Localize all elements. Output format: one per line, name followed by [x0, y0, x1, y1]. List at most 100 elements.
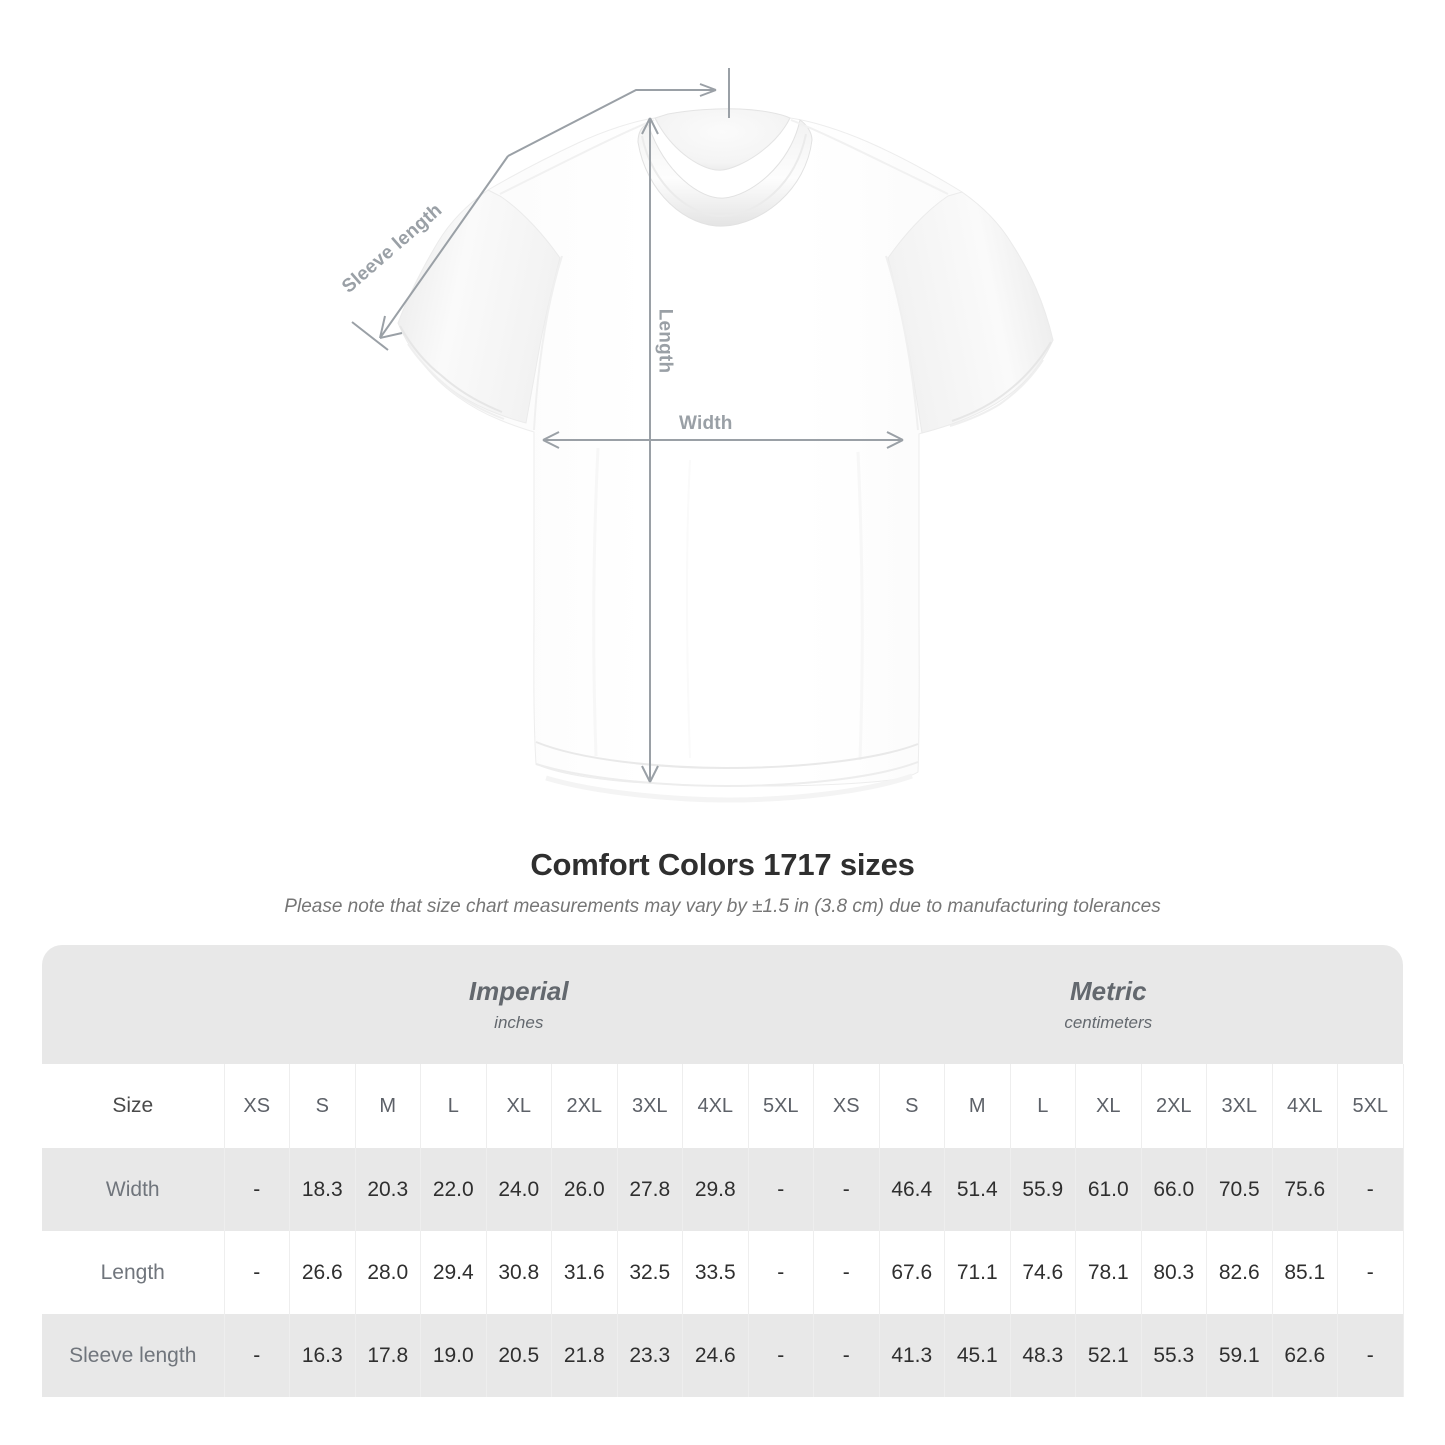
imperial-label: Imperial [468, 976, 569, 1006]
header-size-xs-imperial: XS [224, 1064, 290, 1148]
cell-sleeve-length-m-metric: 45.1 [944, 1314, 1011, 1397]
cell-width-5xl-imperial: - [748, 1148, 814, 1231]
header-size-5xl-metric: 5XL [1337, 1064, 1404, 1148]
header-size-l-imperial: L [420, 1064, 487, 1148]
header-size-3xl-metric: 3XL [1206, 1064, 1273, 1148]
cell-sleeve-length-l-metric: 48.3 [1010, 1314, 1076, 1397]
cell-sleeve-length-xl-imperial: 20.5 [486, 1314, 552, 1397]
cell-length-m-metric: 71.1 [944, 1231, 1011, 1314]
cell-length-5xl-metric: - [1337, 1231, 1404, 1314]
cell-width-l-metric: 55.9 [1010, 1148, 1076, 1231]
table-header-row: Size XS S M L XL 2XL 3XL 4XL 5XL XS S M L XL 2XL 3XL 4XL 5… [42, 1064, 1404, 1148]
header-size-2xl-metric: 2XL [1141, 1064, 1207, 1148]
cell-length-5xl-imperial: - [748, 1231, 814, 1314]
length-arrow [641, 117, 659, 783]
cell-length-s-imperial: 26.6 [289, 1231, 356, 1314]
cell-width-xl-metric: 61.0 [1075, 1148, 1142, 1231]
header-size-3xl-imperial: 3XL [617, 1064, 683, 1148]
metric-section-header: Metric centimeters [814, 945, 1404, 1064]
cell-width-m-metric: 51.4 [944, 1148, 1011, 1231]
header-size-m-imperial: M [355, 1064, 421, 1148]
imperial-section-header: Imperial inches [224, 945, 814, 1064]
cell-sleeve-length-xs-imperial: - [224, 1314, 290, 1397]
cell-sleeve-length-4xl-metric: 62.6 [1272, 1314, 1338, 1397]
cell-sleeve-length-s-metric: 41.3 [879, 1314, 945, 1397]
header-size-4xl-imperial: 4XL [682, 1064, 749, 1148]
width-annotation-label: Width [679, 413, 733, 434]
cell-width-l-imperial: 22.0 [420, 1148, 487, 1231]
tshirt-illustration: Sleeve length Length Width [338, 68, 1054, 803]
cell-width-xs-metric: - [813, 1148, 880, 1231]
banner-spacer [42, 945, 224, 1064]
cell-sleeve-length-s-imperial: 16.3 [289, 1314, 356, 1397]
cell-width-m-imperial: 20.3 [355, 1148, 421, 1231]
page-title: Comfort Colors 1717 sizes [530, 847, 915, 882]
cell-length-2xl-metric: 80.3 [1141, 1231, 1207, 1314]
cell-length-s-metric: 67.6 [879, 1231, 945, 1314]
measurement-annotations [351, 68, 904, 783]
shoulder-guide [507, 68, 730, 157]
cell-sleeve-length-3xl-metric: 59.1 [1206, 1314, 1273, 1397]
cell-length-2xl-imperial: 31.6 [551, 1231, 618, 1314]
row-label-width: Width [42, 1148, 225, 1231]
length-annotation-label: Length [654, 308, 676, 374]
table-row: Length -26.6 28.0 29.4 30.8 31.6 32.5 33.5- -67.… [42, 1231, 1404, 1314]
cell-sleeve-length-4xl-imperial: 24.6 [682, 1314, 749, 1397]
table-row: Sleeve length -16.3 17.8 19.0 20.5 21.8 23.3 24… [42, 1314, 1404, 1397]
cell-width-4xl-metric: 75.6 [1272, 1148, 1338, 1231]
metric-unit-label: centimeters [1064, 1013, 1153, 1032]
cell-width-xl-imperial: 24.0 [486, 1148, 552, 1231]
row-label-sleeve-length: Sleeve length [42, 1314, 225, 1397]
cell-sleeve-length-m-imperial: 17.8 [355, 1314, 421, 1397]
metric-label: Metric [1069, 976, 1147, 1006]
cell-width-2xl-metric: 66.0 [1141, 1148, 1207, 1231]
header-size-s-metric: S [879, 1064, 945, 1148]
header-size-s-imperial: S [289, 1064, 356, 1148]
header-size-2xl-imperial: 2XL [551, 1064, 618, 1148]
cell-sleeve-length-3xl-imperial: 23.3 [617, 1314, 683, 1397]
cell-length-4xl-imperial: 33.5 [682, 1231, 749, 1314]
cell-length-xl-imperial: 30.8 [486, 1231, 552, 1314]
cell-width-xs-imperial: - [224, 1148, 290, 1231]
cell-sleeve-length-xl-metric: 52.1 [1075, 1314, 1142, 1397]
cell-length-4xl-metric: 85.1 [1272, 1231, 1338, 1314]
unit-system-banner: Imperial inches Metric centimeters [42, 945, 1403, 1064]
sleeve-length-arrow [351, 155, 509, 351]
measurements-table: Size XS S M L XL 2XL 3XL 4XL 5XL XS S M L XL 2XL 3XL 4XL 5… [42, 1064, 1404, 1397]
cell-length-xs-metric: - [813, 1231, 880, 1314]
cell-length-l-imperial: 29.4 [420, 1231, 487, 1314]
width-arrow [542, 431, 904, 449]
cell-sleeve-length-5xl-metric: - [1337, 1314, 1404, 1397]
title-block: Comfort Colors 1717 sizes Please note th… [0, 845, 1445, 919]
size-chart-table: Imperial inches Metric centimeters Size X… [42, 945, 1404, 1397]
header-size-l-metric: L [1010, 1064, 1076, 1148]
cell-length-l-metric: 74.6 [1010, 1231, 1076, 1314]
cell-length-3xl-imperial: 32.5 [617, 1231, 683, 1314]
cell-length-xl-metric: 78.1 [1075, 1231, 1142, 1314]
cell-sleeve-length-5xl-imperial: - [748, 1314, 814, 1397]
cell-width-s-metric: 46.4 [879, 1148, 945, 1231]
header-size-5xl-imperial: 5XL [748, 1064, 814, 1148]
row-label-length: Length [42, 1231, 225, 1314]
cell-length-xs-imperial: - [224, 1231, 290, 1314]
cell-length-m-imperial: 28.0 [355, 1231, 421, 1314]
cell-sleeve-length-l-imperial: 19.0 [420, 1314, 487, 1397]
header-size-label: Size [42, 1064, 225, 1148]
header-size-m-metric: M [944, 1064, 1011, 1148]
cell-width-3xl-metric: 70.5 [1206, 1148, 1273, 1231]
header-size-xl-metric: XL [1075, 1064, 1142, 1148]
cell-sleeve-length-2xl-imperial: 21.8 [551, 1314, 618, 1397]
imperial-unit-label: inches [494, 1013, 544, 1032]
cell-sleeve-length-xs-metric: - [813, 1314, 880, 1397]
cell-sleeve-length-2xl-metric: 55.3 [1141, 1314, 1207, 1397]
cell-length-3xl-metric: 82.6 [1206, 1231, 1273, 1314]
cell-width-2xl-imperial: 26.0 [551, 1148, 618, 1231]
cell-width-5xl-metric: - [1337, 1148, 1404, 1231]
header-size-xl-imperial: XL [486, 1064, 552, 1148]
tshirt-body [397, 108, 1054, 803]
header-size-xs-metric: XS [813, 1064, 880, 1148]
tshirt-diagram-svg [351, 68, 1054, 803]
table-row: Width -18.3 20.3 22.0 24.0 26.0 27.8 29.8- -46.4… [42, 1148, 1404, 1231]
header-size-4xl-metric: 4XL [1272, 1064, 1338, 1148]
cell-width-s-imperial: 18.3 [289, 1148, 356, 1231]
